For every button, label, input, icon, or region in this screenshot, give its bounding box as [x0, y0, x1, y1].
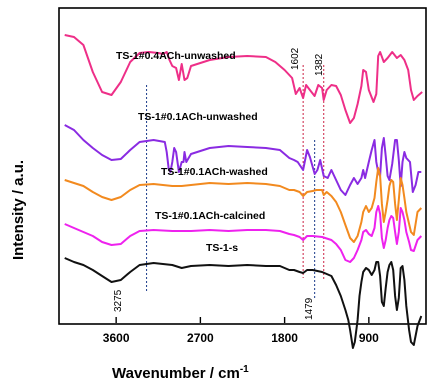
series-label-0: TS-1#0.4ACh-unwashed [116, 50, 236, 62]
x-axis-label-text: Wavenumber / cm [112, 365, 240, 382]
annotation-label-1602: 1602 [290, 47, 301, 70]
x-tick-label-1800: 1800 [271, 331, 298, 345]
y-axis-label: Intensity / a.u. [10, 160, 27, 260]
x-axis-label-superscript: -1 [240, 364, 249, 375]
x-tick-label-900: 900 [359, 331, 379, 345]
series-label-1: TS-1#0.1ACh-unwashed [138, 111, 258, 123]
x-axis-label: Wavenumber / cm-1 [112, 364, 249, 382]
x-ticks: 3600 2700 1800 900 [103, 317, 379, 345]
annotation-label-3275: 3275 [113, 289, 124, 312]
x-tick-label-3600: 3600 [103, 331, 130, 345]
plot-frame [58, 7, 427, 325]
series-label-4: TS-1-s [206, 242, 238, 254]
series-line-4 [64, 257, 423, 349]
annotation-label-1382: 1382 [314, 53, 325, 76]
series-label-2: TS-1#0.1ACh-washed [161, 166, 268, 178]
series-line-2 [64, 167, 423, 243]
x-tick-label-2700: 2700 [187, 331, 214, 345]
annotation-lines [146, 65, 325, 300]
series-label-3: TS-1#0.1ACh-calcined [155, 210, 265, 222]
annotation-label-1479: 1479 [304, 297, 315, 320]
series-line-0 [64, 34, 423, 124]
series-line-3 [64, 205, 423, 263]
series-line-1 [64, 124, 422, 196]
series-group [64, 34, 423, 349]
